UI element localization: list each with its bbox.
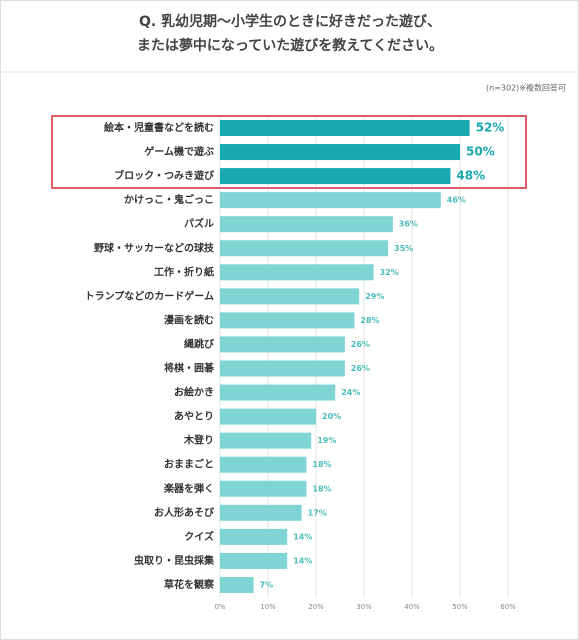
x-tick-label: 50%	[452, 603, 468, 611]
category-label: 楽器を弾く	[163, 482, 214, 495]
value-label: 18%	[312, 460, 331, 469]
bar	[220, 576, 254, 593]
bar	[220, 192, 441, 209]
value-label: 26%	[351, 364, 370, 373]
bar	[220, 144, 460, 161]
value-label: 26%	[351, 340, 370, 349]
category-label: 野球・サッカーなどの球技	[94, 241, 215, 254]
value-label: 17%	[308, 508, 327, 517]
value-label: 50%	[466, 145, 495, 159]
highlight-box	[51, 115, 527, 189]
value-label: 29%	[365, 292, 384, 301]
bar	[220, 552, 288, 569]
value-label: 35%	[394, 244, 413, 253]
category-label: 木登り	[183, 434, 214, 447]
category-label: お絵かき	[174, 386, 214, 399]
chart-title: Q. 乳幼児期～小学生のときに好きだった遊び、	[139, 13, 441, 30]
bar	[220, 384, 336, 401]
bar	[220, 120, 470, 136]
category-label: トランプなどのカードゲーム	[85, 289, 214, 302]
category-label: 虫取り・昆虫採集	[134, 554, 215, 567]
x-tick-label: 0%	[214, 603, 225, 611]
category-label: お人形あそび	[154, 506, 214, 519]
value-label: 32%	[380, 268, 399, 277]
category-label: 将棋・囲碁	[164, 362, 215, 375]
category-label: 絵本・児童書などを読む	[104, 121, 214, 134]
value-label: 52%	[476, 121, 505, 135]
value-label: 19%	[317, 436, 336, 445]
value-label: 48%	[456, 169, 485, 183]
x-tick-label: 10%	[260, 603, 276, 611]
category-label: 工作・折り紙	[154, 265, 214, 278]
value-label: 14%	[293, 556, 312, 565]
bar	[220, 528, 288, 545]
category-label: 草花を観察	[164, 578, 215, 591]
x-tick-label: 20%	[308, 603, 324, 611]
bar	[220, 432, 312, 449]
x-tick-label: 30%	[356, 603, 372, 611]
bar	[220, 216, 393, 233]
value-label: 46%	[447, 196, 466, 205]
bar	[220, 480, 307, 497]
bar	[220, 264, 374, 281]
bar	[220, 240, 388, 257]
bar	[220, 168, 451, 185]
category-label: おままごと	[164, 458, 214, 471]
bar	[220, 336, 345, 353]
category-label: クイズ	[184, 530, 214, 543]
category-label: パズル	[184, 217, 214, 230]
value-label: 7%	[260, 580, 274, 589]
category-label: かけっこ・鬼ごっこ	[124, 193, 214, 206]
x-tick-label: 40%	[404, 603, 420, 611]
category-label: あやとり	[174, 410, 214, 423]
category-label: ブロック・つみき遊び	[114, 169, 214, 182]
category-label: 漫画を読む	[164, 313, 214, 326]
chart-title: または夢中になっていた遊びを教えてください。	[137, 37, 443, 54]
category-label: 縄跳び	[184, 337, 214, 350]
bar	[220, 456, 307, 473]
x-tick-label: 60%	[500, 603, 516, 611]
category-label: ゲーム機で遊ぶ	[144, 145, 214, 158]
value-label: 14%	[293, 532, 312, 541]
bar	[220, 288, 360, 305]
value-label: 20%	[322, 412, 341, 421]
bar	[220, 408, 316, 425]
bar	[220, 504, 302, 521]
bar	[220, 360, 345, 377]
value-label: 28%	[360, 316, 379, 325]
value-label: 24%	[341, 388, 360, 397]
value-label: 18%	[312, 484, 331, 493]
bar	[220, 312, 355, 329]
note: (n=302)※複数回答可	[486, 83, 566, 93]
value-label: 36%	[399, 220, 418, 229]
